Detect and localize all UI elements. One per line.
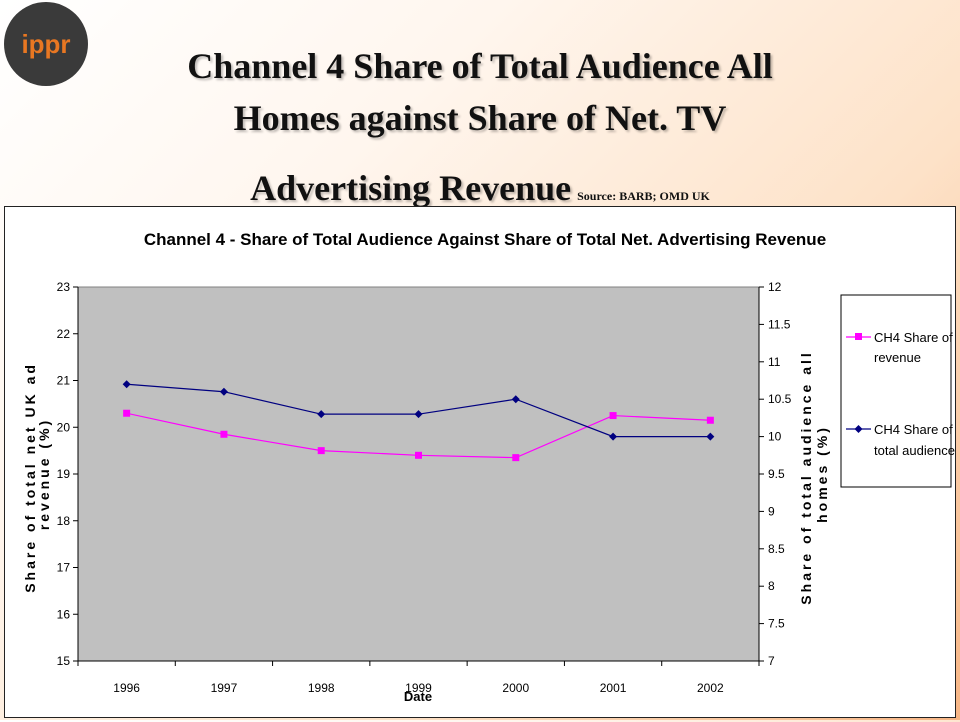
legend-marker-audience (854, 425, 863, 433)
data-point-revenue (220, 430, 228, 438)
ippr-logo: ippr (0, 0, 92, 92)
x-axis-label: Date (404, 689, 432, 704)
data-point-audience (122, 380, 131, 389)
data-point-audience (219, 387, 228, 396)
data-point-revenue (123, 409, 131, 417)
y-axis-right-tick-label: 7 (768, 654, 775, 668)
x-axis-tick-label: 2002 (697, 681, 724, 695)
y-axis-right-tick-label: 10 (768, 430, 782, 444)
y-axis-left-tick-label: 16 (57, 607, 71, 621)
slide-title-line1: Channel 4 Share of Total Audience All (187, 46, 773, 86)
plot-area (77, 286, 760, 662)
y-axis-right-tick-label: 11 (768, 355, 781, 369)
legend: CH4 Share of revenue CH4 Share of total … (840, 294, 955, 488)
line-chart: Channel 4 - Share of Total Audience Agai… (22, 230, 955, 704)
data-point-revenue (512, 454, 520, 462)
y-axis-left-label: Share of total net UK ad revenue (%) (22, 355, 52, 593)
y-axis-right-tick-label: 8.5 (768, 542, 785, 556)
legend-box (840, 294, 952, 488)
y-axis-left-tick-label: 15 (57, 654, 71, 668)
y-axis-left-tick-label: 22 (57, 327, 71, 341)
logo-circle (4, 2, 88, 86)
y-axis-right-label-line2: homes (%) (814, 425, 830, 523)
y-axis-right-tick-label: 12 (768, 280, 782, 294)
y-axis-left-tick-label: 21 (57, 374, 71, 388)
y-axis-left-tick-label: 17 (57, 561, 71, 575)
x-axis-tick-label: 1997 (211, 681, 238, 695)
chart-title: Channel 4 - Share of Total Audience Agai… (144, 230, 826, 249)
slide-title-line3: Advertising Revenue (250, 168, 572, 208)
data-point-revenue (317, 447, 325, 455)
y-axis-right-tick-label: 8 (768, 579, 775, 593)
y-axis-right-label: Share of total audience all homes (%) (798, 343, 830, 604)
chart-frame: Channel 4 - Share of Total Audience Agai… (4, 206, 956, 718)
source-note: Source: BARB; OMD UK (577, 189, 710, 203)
legend-label-revenue-line1: CH4 Share of (874, 330, 953, 345)
slide-title: Channel 4 Share of Total Audience All Ho… (100, 40, 860, 222)
y-axis-right-label-line1: Share of total audience all (798, 350, 814, 605)
x-axis-tick-label: 1996 (113, 681, 140, 695)
y-axis-right-tick-label: 9 (768, 504, 775, 518)
y-axis-left-tick-label: 20 (57, 420, 71, 434)
y-axis-right-tick-label: 9.5 (768, 467, 785, 481)
legend-label-audience-line2: total audience (874, 443, 955, 458)
legend-marker-revenue (855, 333, 862, 340)
x-axis-tick-label: 1998 (308, 681, 335, 695)
slide-title-line3-wrap: Advertising Revenue Source: BARB; OMD UK (100, 162, 860, 222)
y-axis-left-label-line2: revenue (%) (36, 418, 52, 530)
data-point-audience (706, 432, 715, 441)
logo-text: ippr (21, 29, 70, 59)
y-axis-left-tick-label: 19 (57, 467, 71, 481)
data-point-revenue (415, 451, 422, 459)
slide-title-line2: Homes against Share of Net. TV (233, 98, 727, 138)
data-point-revenue (706, 416, 714, 424)
y-axis-left-label-line1: Share of total net UK ad (22, 362, 38, 593)
legend-label-revenue-line2: revenue (874, 350, 921, 365)
y-axis-right-tick-label: 7.5 (768, 617, 785, 631)
y-axis-left-tick-label: 18 (57, 514, 71, 528)
x-axis-tick-label: 1999 (405, 681, 432, 695)
data-point-audience (317, 410, 326, 419)
data-point-audience (511, 395, 520, 404)
y-axis-right-tick-label: 10.5 (768, 392, 792, 406)
y-axis-right-tick-label: 11.5 (768, 317, 791, 331)
y-axis-left-tick-label: 23 (57, 280, 71, 294)
data-point-revenue (609, 412, 617, 420)
data-point-audience (414, 410, 423, 419)
x-axis-tick-label: 2001 (600, 681, 627, 695)
legend-label-audience-line1: CH4 Share of (874, 422, 953, 437)
x-axis-tick-label: 2000 (502, 681, 529, 695)
data-point-audience (609, 432, 618, 441)
